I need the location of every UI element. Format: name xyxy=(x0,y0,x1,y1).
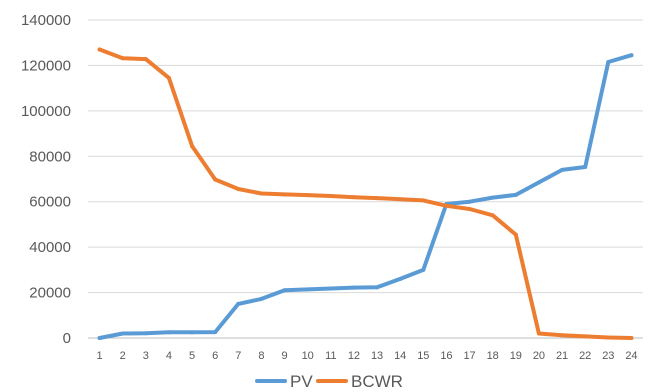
data-point-bcwr xyxy=(305,193,310,198)
x-tick-label: 18 xyxy=(487,350,499,362)
x-tick-label: 22 xyxy=(579,350,591,362)
data-point-bcwr xyxy=(328,194,333,199)
x-tick-label: 2 xyxy=(120,350,126,362)
data-point-pv xyxy=(143,331,148,336)
x-tick-label: 11 xyxy=(325,350,336,362)
data-point-bcwr xyxy=(629,336,634,340)
data-point-bcwr xyxy=(282,192,287,197)
y-axis-tick-labels: 0 20000 40000 60000 80000 100000 120000 140000 xyxy=(21,12,71,347)
x-tick-label: 21 xyxy=(556,350,568,362)
x-tick-label: 3 xyxy=(143,350,149,362)
x-tick-label: 5 xyxy=(189,350,195,362)
data-point-bcwr xyxy=(375,196,380,201)
series-line-bcwr xyxy=(97,47,634,340)
data-point-pv xyxy=(467,199,472,204)
data-point-pv xyxy=(513,192,518,197)
data-point-bcwr xyxy=(398,197,403,202)
y-tick-label: 100000 xyxy=(21,103,71,120)
x-tick-label: 23 xyxy=(602,350,614,362)
data-point-pv xyxy=(190,330,195,335)
data-point-bcwr xyxy=(467,206,472,211)
data-point-bcwr xyxy=(143,57,148,62)
data-point-pv xyxy=(351,285,356,290)
data-point-pv xyxy=(421,267,426,272)
data-point-pv xyxy=(166,330,171,335)
data-point-pv xyxy=(120,331,125,336)
data-point-bcwr xyxy=(421,198,426,203)
x-axis-tick-labels: 1 2 3 4 5 6 7 8 9 10 11 12 13 14 15 16 17 18 19 20 21 22 23 24 xyxy=(97,350,638,362)
data-point-pv xyxy=(282,288,287,293)
y-tick-label: 20000 xyxy=(29,285,71,302)
data-point-pv xyxy=(259,296,264,301)
legend-label-pv: PV xyxy=(290,372,313,391)
y-tick-label: 0 xyxy=(63,330,71,347)
x-tick-label: 17 xyxy=(463,350,475,362)
x-tick-label: 13 xyxy=(371,350,383,362)
data-point-bcwr xyxy=(560,333,565,338)
x-tick-label: 19 xyxy=(510,350,522,362)
legend: PV BCWR xyxy=(255,372,403,391)
data-point-pv xyxy=(606,60,611,65)
x-tick-label: 10 xyxy=(302,350,314,362)
data-point-bcwr xyxy=(236,186,241,191)
data-point-pv xyxy=(629,53,634,58)
data-point-pv xyxy=(97,336,102,340)
y-tick-label: 40000 xyxy=(29,239,71,256)
y-tick-label: 80000 xyxy=(29,148,71,165)
legend-label-bcwr: BCWR xyxy=(351,372,403,391)
x-tick-label: 15 xyxy=(417,350,429,362)
data-point-bcwr xyxy=(213,177,218,182)
x-tick-label: 20 xyxy=(533,350,545,362)
gridlines xyxy=(88,19,643,339)
data-point-pv xyxy=(536,180,541,185)
x-tick-label: 14 xyxy=(394,350,406,362)
data-point-pv xyxy=(560,167,565,172)
series-line-pv xyxy=(97,53,634,340)
data-point-pv xyxy=(583,164,588,169)
data-point-bcwr xyxy=(513,232,518,237)
data-point-bcwr xyxy=(190,144,195,149)
data-point-bcwr xyxy=(166,75,171,80)
data-point-bcwr xyxy=(259,191,264,196)
data-point-pv xyxy=(375,285,380,290)
x-tick-label: 7 xyxy=(235,350,241,362)
x-tick-label: 4 xyxy=(166,350,172,362)
data-point-pv xyxy=(398,276,403,281)
x-tick-label: 1 xyxy=(97,350,103,362)
y-tick-label: 60000 xyxy=(29,194,71,211)
y-tick-label: 140000 xyxy=(21,12,71,29)
data-point-pv xyxy=(305,287,310,292)
data-point-pv xyxy=(328,286,333,291)
series-lines xyxy=(97,47,634,340)
x-tick-label: 16 xyxy=(440,350,452,362)
data-point-bcwr xyxy=(444,203,449,208)
x-tick-label: 24 xyxy=(625,350,637,362)
data-point-bcwr xyxy=(120,56,125,61)
x-tick-label: 8 xyxy=(258,350,264,362)
data-point-bcwr xyxy=(606,335,611,340)
data-point-bcwr xyxy=(536,331,541,336)
data-point-pv xyxy=(213,330,218,335)
data-point-pv xyxy=(236,301,241,306)
y-tick-label: 120000 xyxy=(21,57,71,74)
x-tick-label: 9 xyxy=(282,350,288,362)
x-tick-label: 6 xyxy=(212,350,218,362)
data-point-bcwr xyxy=(97,47,102,52)
data-point-pv xyxy=(490,195,495,200)
data-point-bcwr xyxy=(351,195,356,200)
data-point-bcwr xyxy=(583,334,588,339)
data-point-bcwr xyxy=(490,213,495,218)
x-tick-label: 12 xyxy=(348,350,360,362)
